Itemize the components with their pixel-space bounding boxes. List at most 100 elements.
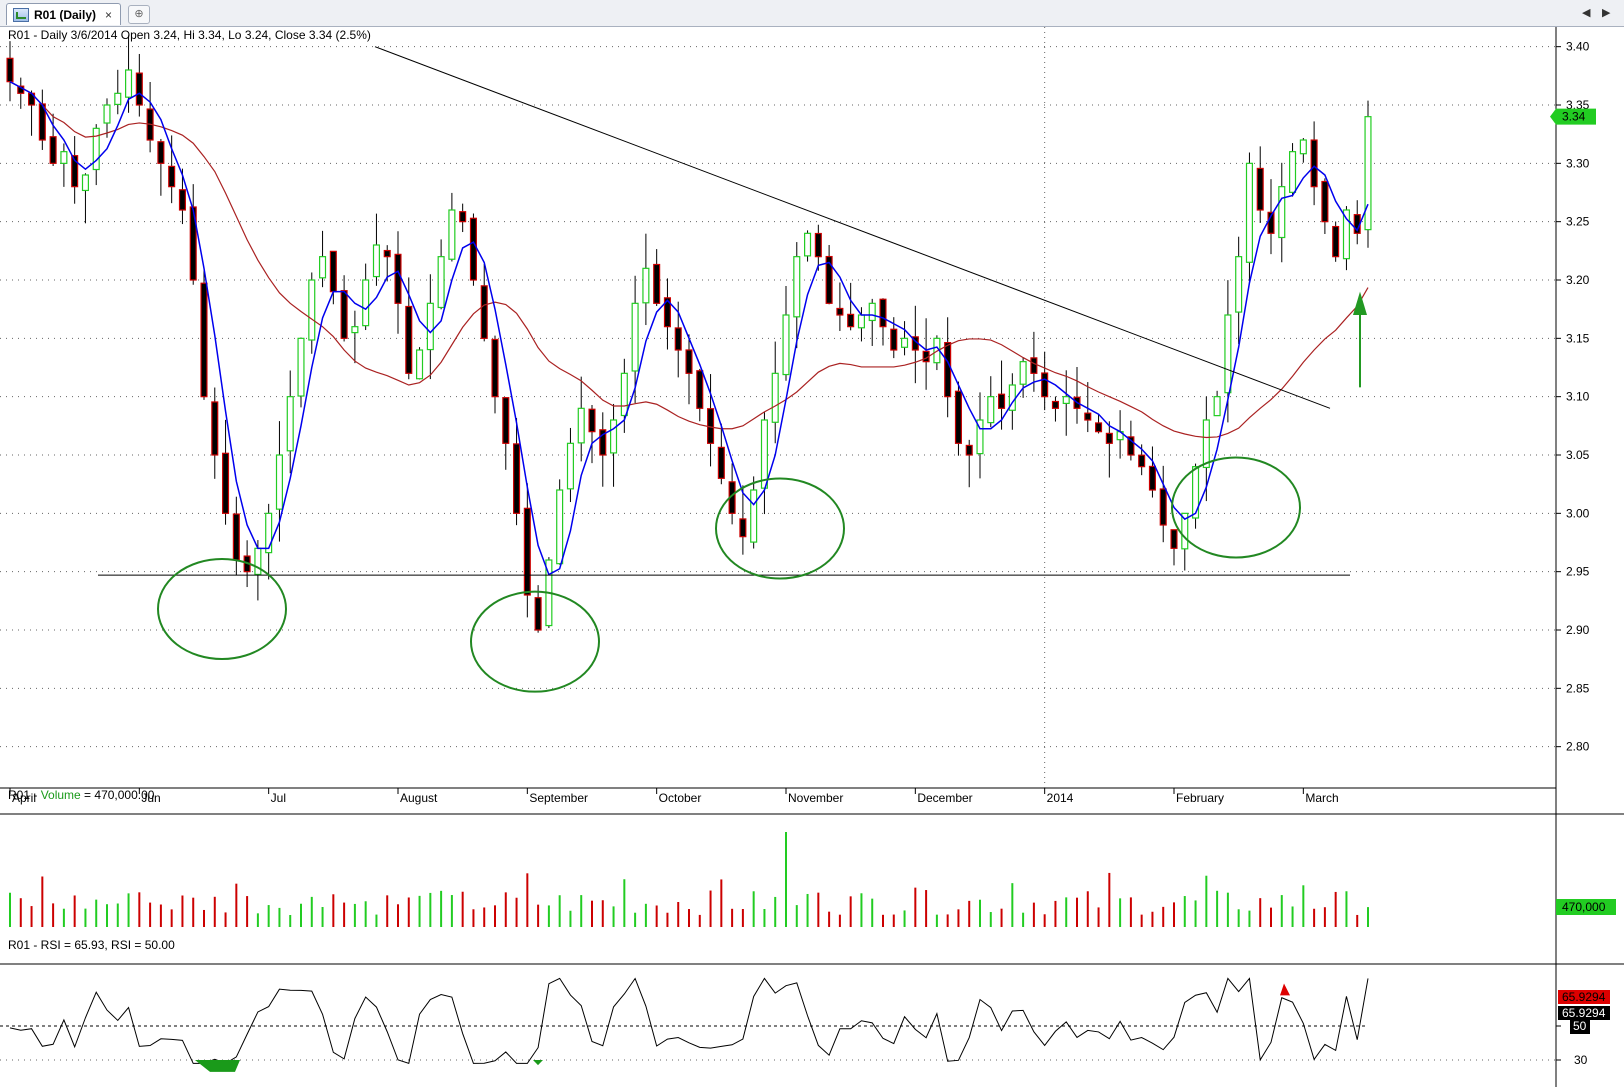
candle-body [254,547,262,576]
time-tick-label: 2014 [1047,791,1074,805]
time-tick-label: December [917,791,972,805]
candle-body [944,342,952,398]
candle-body [847,313,855,328]
candle-body [1127,436,1135,456]
candle-body [232,513,240,561]
candle-body [620,372,628,417]
candle-body [782,314,790,376]
close-icon[interactable]: × [105,7,113,22]
candle-body [653,263,661,304]
candle-body [1364,116,1372,231]
candle-body [1321,180,1329,223]
up-arrow-head [1353,291,1367,315]
price-tick-label: 2.95 [1566,565,1590,579]
candle-body [92,127,100,171]
rsi-line [9,977,1369,1065]
price-tick-label: 3.20 [1566,273,1590,287]
candle-body [1030,357,1038,374]
candle-body [825,255,833,304]
candle-body [1202,419,1210,469]
candle-body [125,69,133,98]
candle-body [189,206,197,281]
tab-title: R01 (Daily) [34,7,97,22]
price-tick-label: 3.10 [1566,390,1590,404]
time-tick-label: February [1176,791,1224,805]
candle-body [987,396,995,424]
candle-body [275,454,283,510]
candle-body [222,452,230,514]
rsi-badge-black [1558,1006,1610,1020]
candle-body [340,290,348,339]
candle-body [372,244,380,278]
candle-body [49,136,57,164]
scroll-right-icon[interactable]: ▶ [1602,7,1611,19]
candle-body [437,256,445,309]
price-tick-label: 2.85 [1566,681,1590,695]
price-header: R01 - Daily 3/6/2014 Open 3.24, Hi 3.34,… [8,28,371,42]
price-tick-label: 3.40 [1566,40,1590,54]
time-tick-label: September [529,791,588,805]
volume-badge-label: 470,000 [1562,900,1606,914]
highlight-circle [157,558,287,660]
time-tick-label: Jul [271,791,286,805]
candle-body [868,302,876,322]
candle-body [954,390,962,444]
candle-body [814,232,822,258]
rsi-oversold-fill [195,1060,240,1072]
price-tick-label: 3.00 [1566,506,1590,520]
candle-body [405,305,413,374]
candle-body [178,189,186,211]
candle-body [965,444,973,456]
highlight-circle [1171,456,1301,559]
candle-body [448,209,456,260]
candle-body [1159,488,1167,526]
time-tick-label: March [1305,791,1338,805]
candle-body [1213,396,1221,417]
candle-body [491,338,499,398]
rsi-badge-red [1558,990,1610,1004]
volume-header-name: Volume [40,788,81,802]
candle-body [901,337,909,348]
new-tab-button[interactable]: ⊕ [128,5,150,24]
candle-body [793,256,801,318]
chart-area: 3.40 3.35 3.30 3.25 3.20 3.15 3.10 3.05 3.00 2.95… [0,27,1624,1087]
candle-body [663,297,671,328]
candle-body [81,174,89,192]
candle-body [1245,162,1253,263]
price-tick-label: 2.80 [1566,740,1590,754]
time-tick-label: August [400,791,438,805]
rsi-overbought-marker [1280,983,1290,996]
scroll-left-icon[interactable]: ◀ [1582,7,1591,19]
price-tick-label: 3.30 [1566,156,1590,170]
chart-tab[interactable]: R01 (Daily) × [6,3,122,25]
candle-body [1138,454,1146,468]
candle-body [60,151,68,164]
candle-body [685,349,693,374]
candle-body [394,253,402,304]
candle-body [696,370,704,409]
candle-body [1105,432,1113,444]
candle-body [534,597,542,631]
candle-body [976,419,984,455]
highlight-circle [715,477,845,580]
tab-bar: R01 (Daily) × ⊕ ◀ ▶ [0,0,1624,27]
candle-body [502,397,510,444]
candle-body [588,408,596,433]
candle-body [416,349,424,380]
candle-body [771,372,779,423]
rsi-50-label: 50 [1573,1019,1587,1033]
price-tick-label: 3.05 [1566,448,1590,462]
rsi-badge-label: 65.9294 [1562,1006,1606,1020]
candle-body [157,141,165,164]
candle-body [362,279,370,327]
candle-body [1332,225,1340,258]
candle-body [103,104,111,124]
candle-body [1235,256,1243,313]
time-tick-label: April [12,791,36,805]
candle-body [1310,139,1318,188]
candle-body [329,250,337,293]
candle-body [469,217,477,281]
candle-body [1019,361,1027,385]
ma-fast-line [9,81,1369,576]
time-tick-label: November [788,791,843,805]
